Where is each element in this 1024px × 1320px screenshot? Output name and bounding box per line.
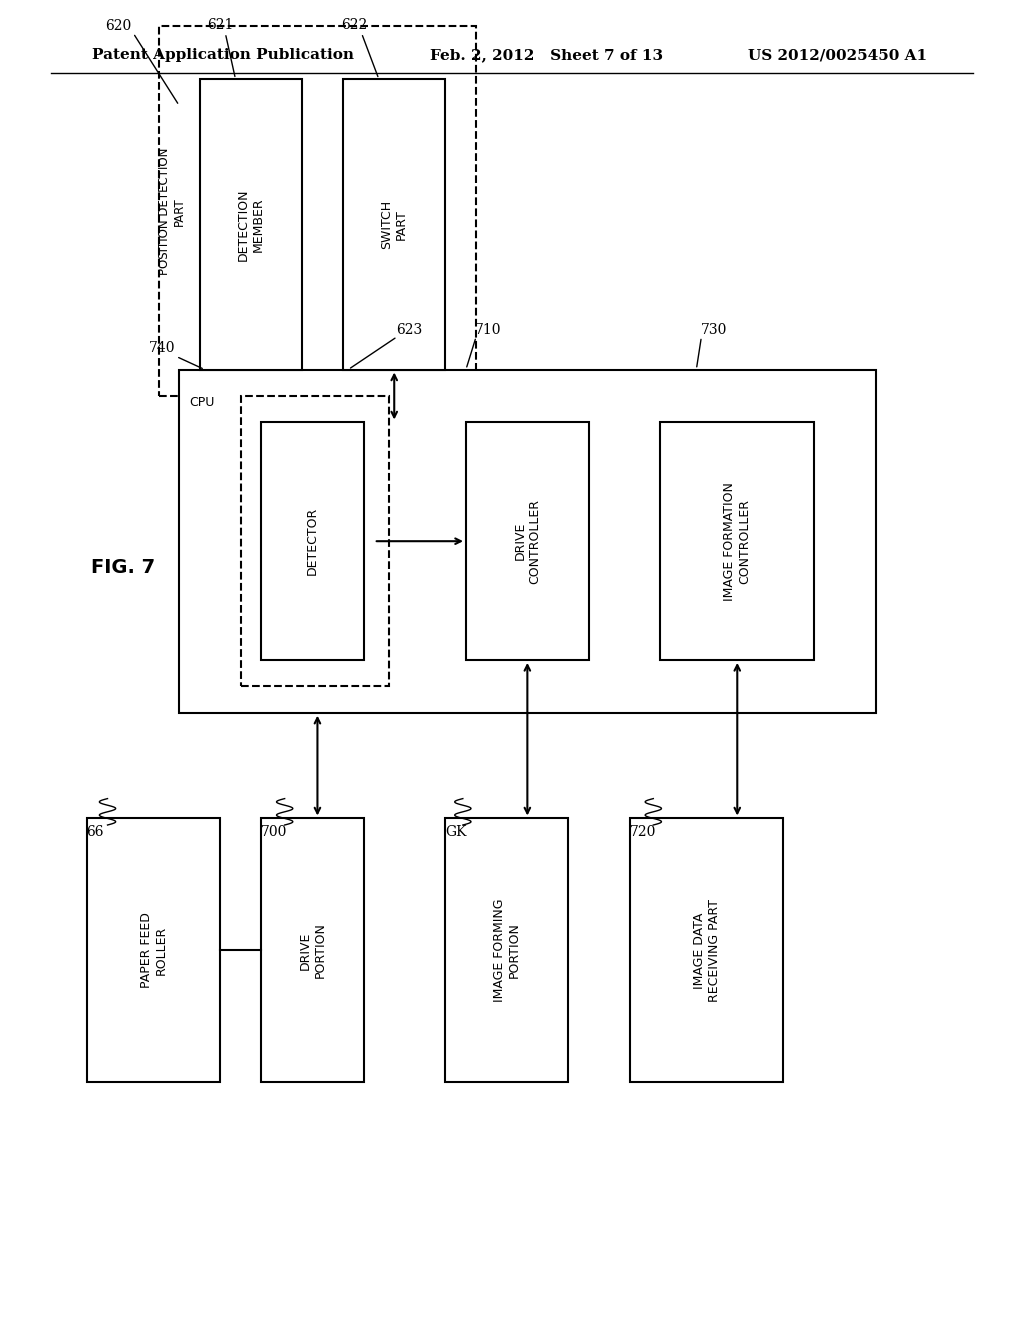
Text: GK: GK <box>445 825 466 838</box>
Text: 710: 710 <box>475 323 502 337</box>
FancyBboxPatch shape <box>200 79 302 370</box>
FancyBboxPatch shape <box>261 422 364 660</box>
FancyBboxPatch shape <box>445 818 568 1082</box>
FancyBboxPatch shape <box>466 422 589 660</box>
Text: US 2012/0025450 A1: US 2012/0025450 A1 <box>748 49 927 62</box>
Text: Feb. 2, 2012   Sheet 7 of 13: Feb. 2, 2012 Sheet 7 of 13 <box>430 49 664 62</box>
Text: IMAGE FORMATION
CONTROLLER: IMAGE FORMATION CONTROLLER <box>723 482 752 601</box>
Text: IMAGE DATA
RECEIVING PART: IMAGE DATA RECEIVING PART <box>692 899 721 1002</box>
Text: CPU: CPU <box>189 396 214 409</box>
Text: 66: 66 <box>86 825 104 838</box>
Text: 740: 740 <box>148 342 175 355</box>
FancyBboxPatch shape <box>261 818 364 1082</box>
Text: FIG. 7: FIG. 7 <box>91 558 155 577</box>
Text: DETECTOR: DETECTOR <box>306 507 318 576</box>
Text: IMAGE FORMING
PORTION: IMAGE FORMING PORTION <box>493 899 521 1002</box>
Text: 700: 700 <box>261 825 288 838</box>
Text: 623: 623 <box>396 323 423 337</box>
Text: Patent Application Publication: Patent Application Publication <box>92 49 354 62</box>
Text: 622: 622 <box>341 18 368 32</box>
FancyBboxPatch shape <box>241 396 389 686</box>
FancyBboxPatch shape <box>630 818 783 1082</box>
FancyBboxPatch shape <box>159 26 476 396</box>
Text: PAPER FEED
ROLLER: PAPER FEED ROLLER <box>139 912 168 989</box>
FancyBboxPatch shape <box>343 79 445 370</box>
Text: DETECTION
MEMBER: DETECTION MEMBER <box>237 189 265 260</box>
Text: 730: 730 <box>700 323 727 337</box>
FancyBboxPatch shape <box>660 422 814 660</box>
Text: DRIVE
PORTION: DRIVE PORTION <box>298 923 327 978</box>
Text: 720: 720 <box>630 825 656 838</box>
Text: DRIVE
CONTROLLER: DRIVE CONTROLLER <box>513 499 542 583</box>
FancyBboxPatch shape <box>179 370 876 713</box>
FancyBboxPatch shape <box>87 818 220 1082</box>
Text: POSITION DETECTION
PART: POSITION DETECTION PART <box>158 148 186 275</box>
Text: 621: 621 <box>207 18 233 32</box>
Text: SWITCH
PART: SWITCH PART <box>380 199 409 249</box>
Text: 620: 620 <box>104 20 131 33</box>
